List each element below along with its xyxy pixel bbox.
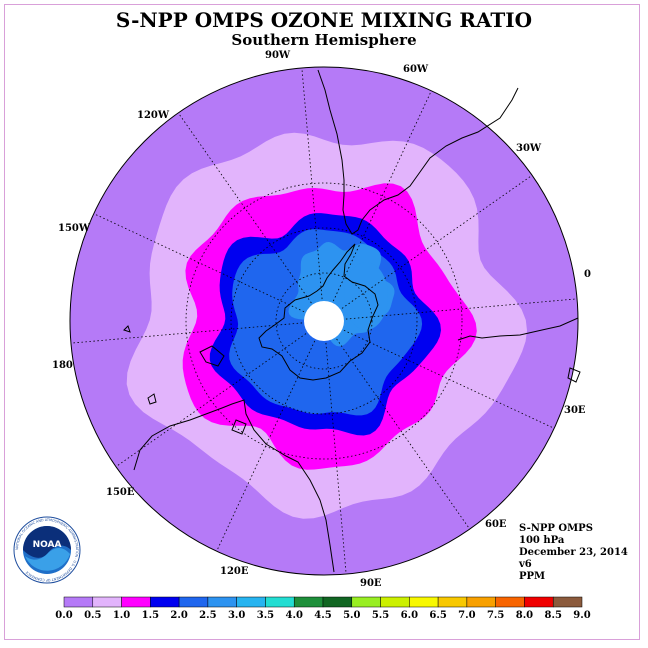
instrument-name: S-NPP OMPS xyxy=(519,523,593,534)
legend-tick-label: 6.5 xyxy=(429,610,446,621)
meridian-line xyxy=(325,342,347,575)
legend-swatch xyxy=(63,596,94,608)
legend-tick-label: 7.0 xyxy=(458,610,475,621)
longitude-label: 60W xyxy=(403,64,429,75)
meridian-line xyxy=(336,338,471,530)
latitude-circle xyxy=(185,182,463,460)
legend-tick-label: 3.5 xyxy=(257,610,274,621)
longitude-label: 90E xyxy=(360,578,382,589)
legend-tick-label: 3.0 xyxy=(228,610,245,621)
longitude-label: 120E xyxy=(220,566,249,577)
legend-tick-label: 4.0 xyxy=(286,610,303,621)
legend-swatch xyxy=(437,596,468,608)
longitude-label: 150W xyxy=(58,223,91,234)
legend-swatch xyxy=(265,596,295,608)
legend-tick-label: 1.0 xyxy=(113,610,130,621)
legend-tick-label: 5.0 xyxy=(343,610,360,621)
tasmania-coast xyxy=(231,419,247,435)
polar-gap xyxy=(304,301,344,341)
meridian-line xyxy=(115,333,307,468)
region-2.5-lobe xyxy=(344,262,388,330)
latitude-circle xyxy=(230,227,418,415)
meridian-line xyxy=(345,298,578,320)
legend-swatch xyxy=(322,596,353,608)
longitude-label: 60E xyxy=(485,519,507,530)
longitude-label: 30E xyxy=(564,405,586,416)
legend-tick-label: 8.0 xyxy=(516,610,533,621)
antarctica-coast xyxy=(258,243,379,381)
legend-tick-label: 1.5 xyxy=(142,610,159,621)
units-label: PPM xyxy=(519,571,546,582)
meridian-line xyxy=(341,174,533,309)
longitude-label: 180 xyxy=(52,360,73,371)
graticule xyxy=(70,67,578,575)
legend-swatch xyxy=(178,596,209,608)
legend-swatch xyxy=(351,596,381,608)
coastlines xyxy=(123,69,581,573)
legend-swatch xyxy=(524,596,554,608)
date-label: December 23, 2014 xyxy=(519,547,628,558)
island-coast xyxy=(147,393,157,405)
legend-tick-label: 9.0 xyxy=(573,610,590,621)
latitude-circle xyxy=(275,272,373,370)
legend-swatch xyxy=(92,596,122,608)
noaa-logo: NOAA NATIONAL OCEANIC AND ATMOSPHERIC AD… xyxy=(13,516,81,584)
legend-tick-label: 5.5 xyxy=(372,610,389,621)
legend-tick-label: 0.0 xyxy=(55,610,72,621)
legend-swatch xyxy=(236,596,266,608)
logo-text: NOAA xyxy=(33,540,62,550)
legend-tick-label: 7.5 xyxy=(487,610,504,621)
figure-border xyxy=(4,4,640,640)
south-america-coast xyxy=(317,69,519,235)
info-block: S-NPP OMPS 100 hPa December 23, 2014 v6 … xyxy=(519,523,628,583)
legend-tick-label: 8.5 xyxy=(545,610,562,621)
australia-coast xyxy=(133,399,335,573)
island-coast xyxy=(123,325,131,333)
chart-title: S-NPP OMPS OZONE MIXING RATIO xyxy=(115,8,533,32)
meridian-line xyxy=(93,213,305,313)
legend-swatch xyxy=(293,596,324,608)
legend-swatch xyxy=(121,596,151,608)
legend-tick-label: 2.5 xyxy=(199,610,216,621)
meridian-line xyxy=(301,67,323,300)
longitude-label: 30W xyxy=(516,143,542,154)
legend-tick-label: 6.0 xyxy=(401,610,418,621)
legend-swatch xyxy=(495,596,525,608)
version-label: v6 xyxy=(519,559,532,570)
ozone-fill-layer xyxy=(70,67,578,575)
legend-swatch xyxy=(207,596,237,608)
legend-tick-label: 4.5 xyxy=(314,610,331,621)
meridian-line xyxy=(343,329,555,429)
madagascar-coast xyxy=(567,367,581,383)
meridian-line xyxy=(216,340,316,552)
meridian-line xyxy=(332,90,432,302)
pressure-level: 100 hPa xyxy=(519,535,565,546)
legend-swatch xyxy=(466,596,496,608)
map-boundary xyxy=(69,66,579,576)
longitude-label: 0 xyxy=(584,269,591,280)
longitude-label: 90W xyxy=(265,50,291,61)
longitude-label: 120W xyxy=(137,110,170,121)
chart-subtitle: Southern Hemisphere xyxy=(231,31,417,49)
new-zealand-coast xyxy=(199,345,225,367)
legend-tick-label: 0.5 xyxy=(84,610,101,621)
legend-swatch xyxy=(380,596,410,608)
longitude-label: 150E xyxy=(106,487,135,498)
legend-swatch xyxy=(150,596,180,608)
legend-swatch xyxy=(409,596,439,608)
legend-swatch xyxy=(552,596,583,608)
meridian-line xyxy=(70,322,303,344)
meridian-line xyxy=(177,112,312,304)
africa-coast xyxy=(457,317,579,341)
legend-tick-label: 2.0 xyxy=(170,610,187,621)
